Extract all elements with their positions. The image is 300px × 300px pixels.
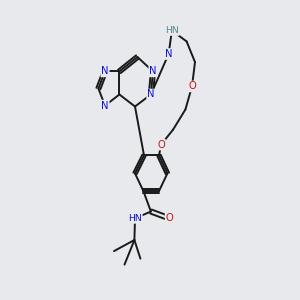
- Text: N: N: [147, 89, 155, 100]
- Text: N: N: [101, 100, 109, 111]
- Text: O: O: [166, 213, 173, 224]
- Text: O: O: [188, 81, 196, 92]
- Text: O: O: [157, 140, 165, 150]
- Text: N: N: [165, 49, 172, 59]
- Text: N: N: [149, 66, 157, 76]
- Text: HN: HN: [128, 214, 142, 223]
- Text: N: N: [101, 66, 109, 76]
- Text: HN: HN: [165, 26, 179, 35]
